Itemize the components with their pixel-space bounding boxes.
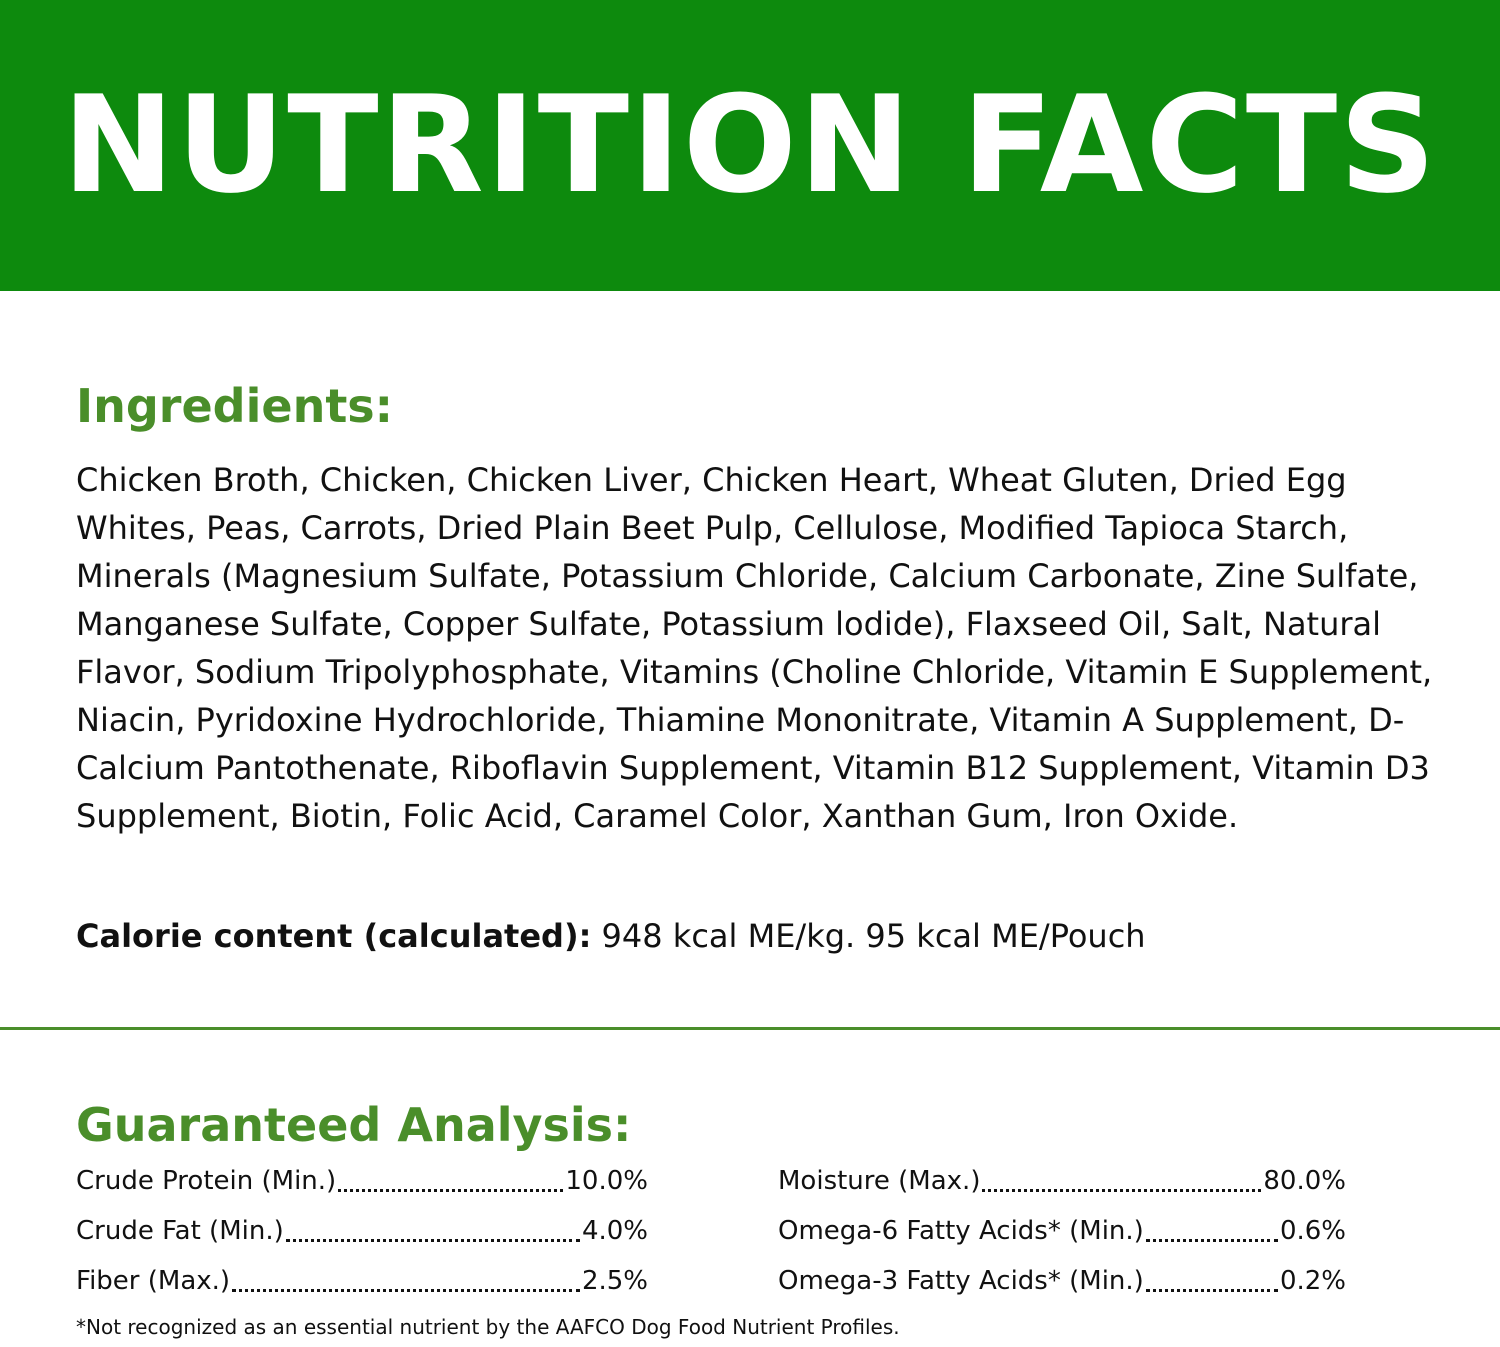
analysis-right-column: Moisture (Max.) 80.0% Omega-6 Fatty Acid… bbox=[778, 1156, 1346, 1306]
nutrient-value: 0.2% bbox=[1279, 1266, 1346, 1296]
section-divider bbox=[0, 1027, 1500, 1030]
footnote: *Not recognized as an essential nutrient… bbox=[76, 1315, 900, 1339]
ingredients-heading: Ingredients: bbox=[76, 379, 394, 433]
analysis-heading: Guaranteed Analysis: bbox=[76, 1098, 632, 1152]
header-banner: NUTRITION FACTS bbox=[0, 0, 1500, 291]
analysis-row: Crude Fat (Min.) 4.0% bbox=[76, 1206, 648, 1256]
nutrient-name: Crude Protein (Min.) bbox=[76, 1166, 337, 1196]
analysis-row: Fiber (Max.) 2.5% bbox=[76, 1256, 648, 1306]
page-title: NUTRITION FACTS bbox=[62, 67, 1438, 223]
dot-leader bbox=[1145, 1288, 1278, 1292]
ingredients-list: Chicken Broth, Chicken, Chicken Liver, C… bbox=[76, 461, 1433, 835]
calorie-label: Calorie content (calculated): bbox=[76, 917, 592, 955]
dot-leader bbox=[982, 1188, 1262, 1192]
calorie-value: 948 kcal ME/kg. 95 kcal ME/Pouch bbox=[601, 917, 1146, 955]
nutrient-value: 10.0% bbox=[565, 1166, 648, 1196]
calorie-content: Calorie content (calculated): 948 kcal M… bbox=[76, 912, 1456, 960]
nutrient-name: Omega-6 Fatty Acids* (Min.) bbox=[778, 1216, 1144, 1246]
analysis-row: Crude Protein (Min.) 10.0% bbox=[76, 1156, 648, 1206]
nutrient-value: 2.5% bbox=[581, 1266, 648, 1296]
nutrient-name: Crude Fat (Min.) bbox=[76, 1216, 284, 1246]
analysis-row: Omega-6 Fatty Acids* (Min.) 0.6% bbox=[778, 1206, 1346, 1256]
analysis-row: Omega-3 Fatty Acids* (Min.) 0.2% bbox=[778, 1256, 1346, 1306]
nutrient-name: Moisture (Max.) bbox=[778, 1166, 981, 1196]
dot-leader bbox=[338, 1188, 564, 1192]
analysis-row: Moisture (Max.) 80.0% bbox=[778, 1156, 1346, 1206]
dot-leader bbox=[285, 1238, 580, 1242]
nutrient-value: 0.6% bbox=[1279, 1216, 1346, 1246]
dot-leader bbox=[1145, 1238, 1278, 1242]
analysis-left-column: Crude Protein (Min.) 10.0% Crude Fat (Mi… bbox=[76, 1156, 648, 1306]
nutrient-value: 4.0% bbox=[581, 1216, 648, 1246]
dot-leader bbox=[232, 1288, 580, 1292]
nutrient-name: Fiber (Max.) bbox=[76, 1266, 231, 1296]
nutrient-name: Omega-3 Fatty Acids* (Min.) bbox=[778, 1266, 1144, 1296]
nutrient-value: 80.0% bbox=[1263, 1166, 1346, 1196]
